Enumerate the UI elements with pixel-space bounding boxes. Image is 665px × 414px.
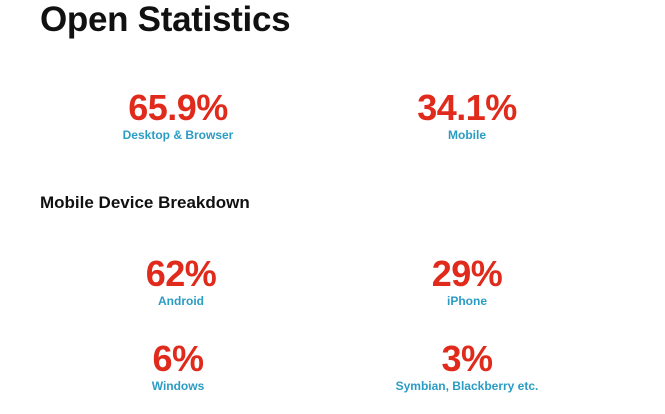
stat-desktop-browser: 65.9% Desktop & Browser <box>58 89 298 143</box>
stat-label: iPhone <box>446 294 487 308</box>
stat-label: Android <box>158 294 204 308</box>
stat-label: Desktop & Browser <box>122 128 234 142</box>
stat-value: 29% <box>431 253 503 294</box>
stat-value: 34.1% <box>417 87 517 128</box>
section-heading: Mobile Device Breakdown <box>40 193 250 212</box>
stat-iphone: 29% iPhone <box>347 255 587 309</box>
stat-symbian-blackberry: 3% Symbian, Blackberry etc. <box>347 340 587 394</box>
stat-label: Symbian, Blackberry etc. <box>395 379 539 393</box>
stat-windows: 6% Windows <box>58 340 298 394</box>
stat-value: 6% <box>152 338 204 379</box>
stat-mobile: 34.1% Mobile <box>347 89 587 143</box>
stat-label: Windows <box>151 379 205 393</box>
stat-label: Mobile <box>448 128 486 142</box>
page-title: Open Statistics <box>40 0 291 39</box>
stat-android: 62% Android <box>61 255 301 309</box>
stat-value: 62% <box>145 253 217 294</box>
stat-value: 3% <box>441 338 493 379</box>
stat-value: 65.9% <box>128 87 228 128</box>
